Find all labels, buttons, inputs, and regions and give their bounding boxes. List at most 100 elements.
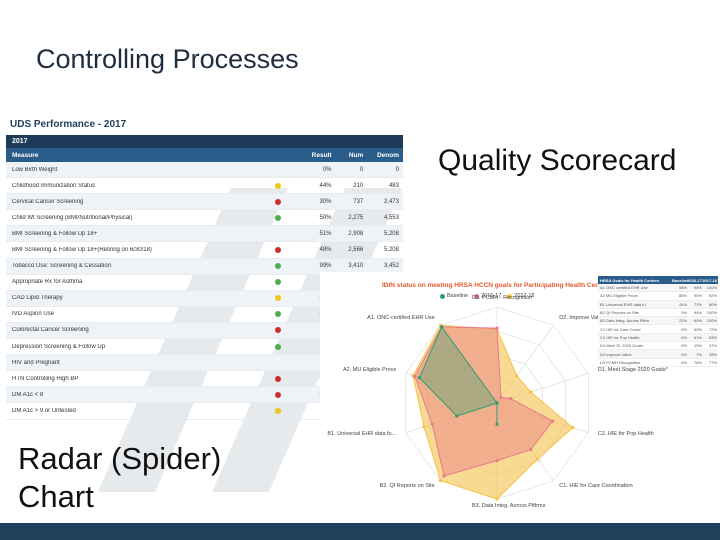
radar-axis-label: D2. Improve Value: [559, 314, 605, 321]
measure-name: Depression Screening & Follow Up: [12, 343, 106, 350]
measure-result: 30%: [319, 198, 332, 205]
slide-title: Controlling Processes: [36, 44, 299, 74]
mini-table-row: A2 MU Eligible Provs 85% 90% 92%: [598, 292, 718, 301]
measure-denom: 4,553: [383, 214, 399, 221]
measure-num: 2,908: [348, 230, 364, 237]
measure-num: 737: [353, 198, 364, 205]
hrsa-goals-mini-table: HRSA Goals for Health Centers Baseline 2…: [598, 276, 718, 367]
status-dot: [274, 343, 281, 350]
measure-name: DM A1c < 8: [12, 391, 44, 398]
radar-point: [529, 447, 533, 452]
measure-name: HIV and Pregnant: [12, 359, 60, 366]
radar-title: IDIN status on meeting HRSA HCCN goals f…: [382, 282, 612, 289]
radar-axis-label: A2. MU Eligible Provs: [343, 366, 397, 373]
uds-rows: Low Birth Weight 0% 0 0 Childhood Immunizati…: [6, 162, 403, 420]
measure-denom: 5,208: [383, 247, 399, 254]
status-dot: [274, 311, 281, 318]
status-dot: [274, 295, 281, 302]
uds-performance-table: UDS Performance - 2017 2017 Measure Resu…: [6, 116, 403, 420]
table-row: Low Birth Weight 0% 0 0: [6, 162, 403, 179]
radar-point: [413, 374, 417, 378]
radar-axis-label: B3. Data Integ. Across Pltfrms: [472, 503, 546, 509]
measure-result: 99%: [319, 263, 332, 270]
radar-point: [495, 401, 499, 405]
mini-table-row: D1 Meet St. 2020 Goals 0% 15% 37%: [598, 342, 718, 351]
radar-point: [495, 497, 499, 501]
mini-table-row: C1 HIE for Care Coord 0% 60% 72%: [598, 325, 718, 334]
radar-point: [417, 376, 421, 380]
uds-table-title: UDS Performance - 2017: [10, 119, 127, 130]
mini-table-row: D2 Improve Value 0% 7% 35%: [598, 350, 718, 359]
measure-num: 0: [359, 166, 364, 173]
table-row: Cervical Cancer Screening 30% 737 2,473: [6, 194, 403, 211]
footer-bar: [0, 523, 720, 540]
radar-axis-label: A1. ONC-certified EHR Use: [367, 314, 435, 321]
radar-point: [571, 426, 575, 430]
status-dot: [274, 263, 281, 270]
radar-axis-label: D3. PCMH - Recognition: [472, 295, 533, 301]
radar-point: [529, 390, 533, 394]
status-dot: [274, 198, 281, 205]
mini-table-row: C2 HIE for Pop Health 0% 61% 83%: [598, 333, 718, 343]
radar-point: [430, 422, 434, 426]
header-num: Num: [348, 151, 364, 159]
measure-name: BMI Screening & Follow Up 18+(Retiring o…: [12, 247, 152, 254]
mini-table-row: B1 Universal EHR data fu 44% 71% 80%: [598, 300, 718, 309]
measure-denom: 3,452: [383, 263, 399, 270]
measure-result: 48%: [319, 247, 332, 254]
measure-num: 3,410: [348, 263, 364, 270]
radar-chart: [405, 306, 589, 501]
radar-spider-chart-label: Radar (Spider) Chart: [18, 441, 222, 514]
header-measure: Measure: [12, 151, 39, 159]
radar-point: [499, 395, 503, 400]
measure-result: 51%: [319, 230, 332, 237]
radar-axis-label: D1. Meet Stage 2020 Goals*: [597, 366, 668, 373]
legend-2016-17: 2016-17: [474, 293, 501, 299]
measure-num: 2,275: [348, 214, 364, 221]
mini-table-row: D3 PCMH Recognition 0% 78% 77%: [598, 359, 718, 367]
mini-table-row: A1 ONC certified EHR Use 98% 98% 100%: [598, 284, 718, 293]
legend-2017-18: 2017-18: [507, 293, 534, 299]
status-dot: [274, 182, 281, 189]
radar-axis-label: C2. HIE for Pop Health: [597, 431, 654, 438]
measure-name: Tobacco Use: Screening & Cessation: [12, 263, 112, 270]
quality-scorecard-label: Quality Scorecard: [438, 144, 677, 177]
measure-name: Cervical Cancer Screening: [12, 198, 84, 205]
measure-name: BMI Screening & Follow Up 18+: [12, 230, 98, 237]
measure-result: 44%: [319, 182, 332, 189]
table-row: BMI Screening & Follow Up 18+(Retiring o…: [6, 242, 403, 259]
status-dot: [274, 407, 281, 414]
table-row: Child Wt Screening (BMI/Nutritional/Phys…: [6, 210, 403, 227]
measure-num: 210: [353, 182, 364, 189]
radar-point: [438, 479, 443, 483]
table-row: Childhood Immunization Status 44% 210 483: [6, 178, 403, 195]
status-dot: [274, 391, 281, 398]
status-dot: [274, 375, 281, 382]
radar-point: [509, 396, 513, 401]
status-dot: [274, 279, 281, 286]
measure-name: DM A1c > 9 or Untested: [12, 407, 76, 414]
radar-legend: Baseline 2016-17 2017-18: [440, 293, 534, 299]
radar-point: [515, 374, 519, 378]
measure-result: 0%: [322, 166, 332, 173]
status-dot: [274, 214, 281, 221]
measure-denom: 5,208: [383, 230, 399, 237]
status-dot: [274, 247, 281, 254]
measure-denom: 483: [388, 182, 399, 189]
status-dot: [274, 327, 281, 334]
measure-denom: 0: [395, 166, 399, 173]
radar-point: [495, 422, 499, 426]
legend-baseline: Baseline: [440, 293, 468, 299]
radar-axis-label: C1. HIE for Care Coordination: [559, 483, 633, 490]
measure-name: Colorectal Cancer Screening: [12, 327, 89, 334]
uds-header-row: Measure Result Num Denom: [6, 148, 403, 162]
measure-name: Low Birth Weight: [12, 166, 58, 173]
header-denom: Denom: [376, 151, 399, 159]
table-row: BMI Screening & Follow Up 18+ 51% 2,908 5,2…: [6, 226, 403, 243]
radar-point: [495, 326, 499, 330]
table-row: Tobacco Use: Screening & Cessation 99% 3,4…: [6, 258, 403, 275]
radar-axis-label: B2. QI Reports on Site: [379, 483, 435, 490]
radar-point: [551, 419, 555, 423]
radar-point: [422, 425, 426, 429]
measure-result: 50%: [319, 214, 332, 221]
